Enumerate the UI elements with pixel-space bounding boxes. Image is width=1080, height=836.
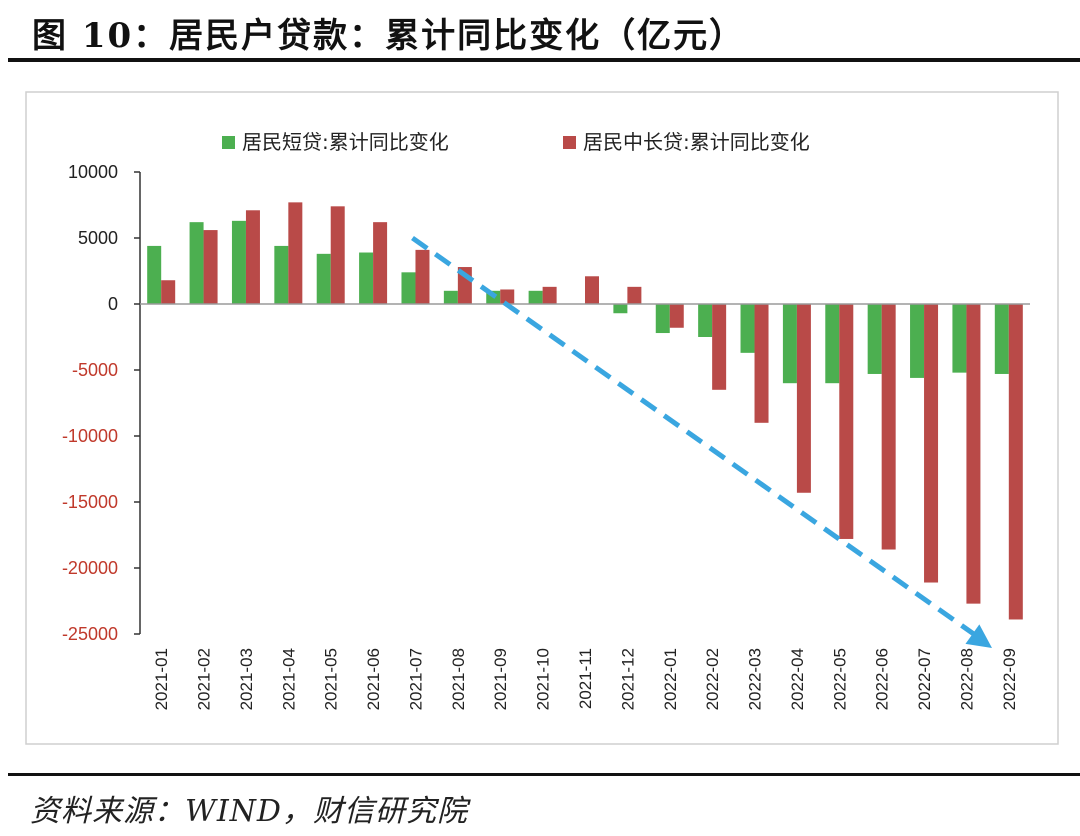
bar-short-2022-04 xyxy=(782,304,797,384)
x-tick-label: 2021-06 xyxy=(364,648,383,710)
legend-swatch xyxy=(222,136,235,149)
bar-long-2021-10 xyxy=(542,286,557,304)
bar-short-2022-03 xyxy=(740,304,755,353)
bar-long-2021-12 xyxy=(627,286,642,304)
bar-short-2022-05 xyxy=(825,304,840,384)
bar-long-2022-03 xyxy=(754,304,769,423)
x-tick-label: 2022-02 xyxy=(703,648,722,710)
x-tick-label: 2022-07 xyxy=(915,648,934,710)
bar-short-2022-07 xyxy=(910,304,925,378)
bar-long-2021-01 xyxy=(161,280,176,304)
bottom-rule xyxy=(8,773,1080,776)
y-tick-label: -20000 xyxy=(62,558,118,578)
y-tick-label: 10000 xyxy=(68,162,118,182)
bar-long-2022-08 xyxy=(966,304,981,604)
bar-long-2022-04 xyxy=(796,304,811,493)
bar-long-2021-03 xyxy=(245,210,260,304)
x-tick-label: 2021-05 xyxy=(322,648,341,710)
x-tick-label: 2021-08 xyxy=(449,648,468,710)
bar-short-2022-09 xyxy=(994,304,1009,374)
x-tick-label: 2021-02 xyxy=(195,648,214,710)
bar-short-2021-03 xyxy=(231,220,246,304)
x-tick-label: 2022-05 xyxy=(830,648,849,710)
x-tick-label: 2022-09 xyxy=(1000,648,1019,710)
bar-long-2022-05 xyxy=(839,304,854,539)
bar-long-2022-02 xyxy=(712,304,727,390)
x-tick-label: 2022-04 xyxy=(788,648,807,710)
x-tick-label: 2022-03 xyxy=(746,648,765,710)
bar-short-2021-06 xyxy=(359,252,374,304)
y-tick-label: 0 xyxy=(108,294,118,314)
trend-arrow-head xyxy=(965,624,992,648)
bar-short-2021-01 xyxy=(147,245,162,304)
bar-short-2022-06 xyxy=(867,304,882,374)
source-note: 资料来源：WIND，财信研究院 xyxy=(30,794,468,829)
bar-long-2021-02 xyxy=(203,230,218,304)
bar-long-2022-01 xyxy=(669,304,684,328)
y-tick-label: -25000 xyxy=(62,624,118,644)
bar-long-2022-07 xyxy=(924,304,939,583)
x-tick-label: 2022-06 xyxy=(873,648,892,710)
figure-title: 图 10：居民户贷款：累计同比变化（亿元） xyxy=(32,16,746,56)
bar-long-2021-07 xyxy=(415,249,430,304)
x-tick-label: 2022-01 xyxy=(661,648,680,710)
bar-long-2021-06 xyxy=(373,222,388,304)
bar-long-2021-11 xyxy=(585,276,599,304)
bar-long-2021-09 xyxy=(500,289,515,304)
bar-short-2022-08 xyxy=(952,304,967,373)
bar-short-2021-04 xyxy=(274,245,289,304)
x-tick-label: 2021-07 xyxy=(406,648,425,710)
x-tick-label: 2021-12 xyxy=(618,648,637,710)
x-tick-label: 2021-01 xyxy=(152,648,171,710)
bar-chart: 10000 5000 0 -5000 -10000 -15000 -20000 -25000 2… xyxy=(25,91,1059,745)
legend-label: 居民中长贷:累计同比变化 xyxy=(583,130,810,154)
bar-short-2021-05 xyxy=(316,253,331,304)
x-tick-label: 2021-09 xyxy=(491,648,510,710)
y-tick-label: -10000 xyxy=(62,426,118,446)
bar-short-2021-12 xyxy=(613,304,628,314)
top-rule xyxy=(8,58,1080,62)
x-tick-label: 2021-10 xyxy=(534,648,553,710)
x-tick-label: 2021-11 xyxy=(576,648,595,709)
bar-long-2021-05 xyxy=(330,206,345,304)
trend-arrow-line xyxy=(411,235,980,640)
legend-swatch xyxy=(563,136,576,149)
bar-short-2021-07 xyxy=(401,272,416,304)
chart-frame xyxy=(25,91,1059,745)
y-tick-label: -15000 xyxy=(62,492,118,512)
bar-short-2021-08 xyxy=(443,290,458,304)
y-tick-label: 5000 xyxy=(78,228,118,248)
bar-long-2022-09 xyxy=(1008,304,1023,620)
y-tick-label: -5000 xyxy=(72,360,118,380)
legend-label: 居民短贷:累计同比变化 xyxy=(242,130,449,154)
bar-short-2022-02 xyxy=(698,304,713,337)
x-tick-label: 2021-03 xyxy=(237,648,256,710)
x-tick-label: 2022-08 xyxy=(957,648,976,710)
x-tick-label: 2021-04 xyxy=(279,648,298,710)
bar-short-2021-02 xyxy=(189,222,204,304)
bar-long-2022-06 xyxy=(881,304,896,550)
bar-short-2021-10 xyxy=(528,290,543,304)
bar-short-2022-01 xyxy=(655,304,670,334)
bar-long-2021-04 xyxy=(288,202,303,304)
